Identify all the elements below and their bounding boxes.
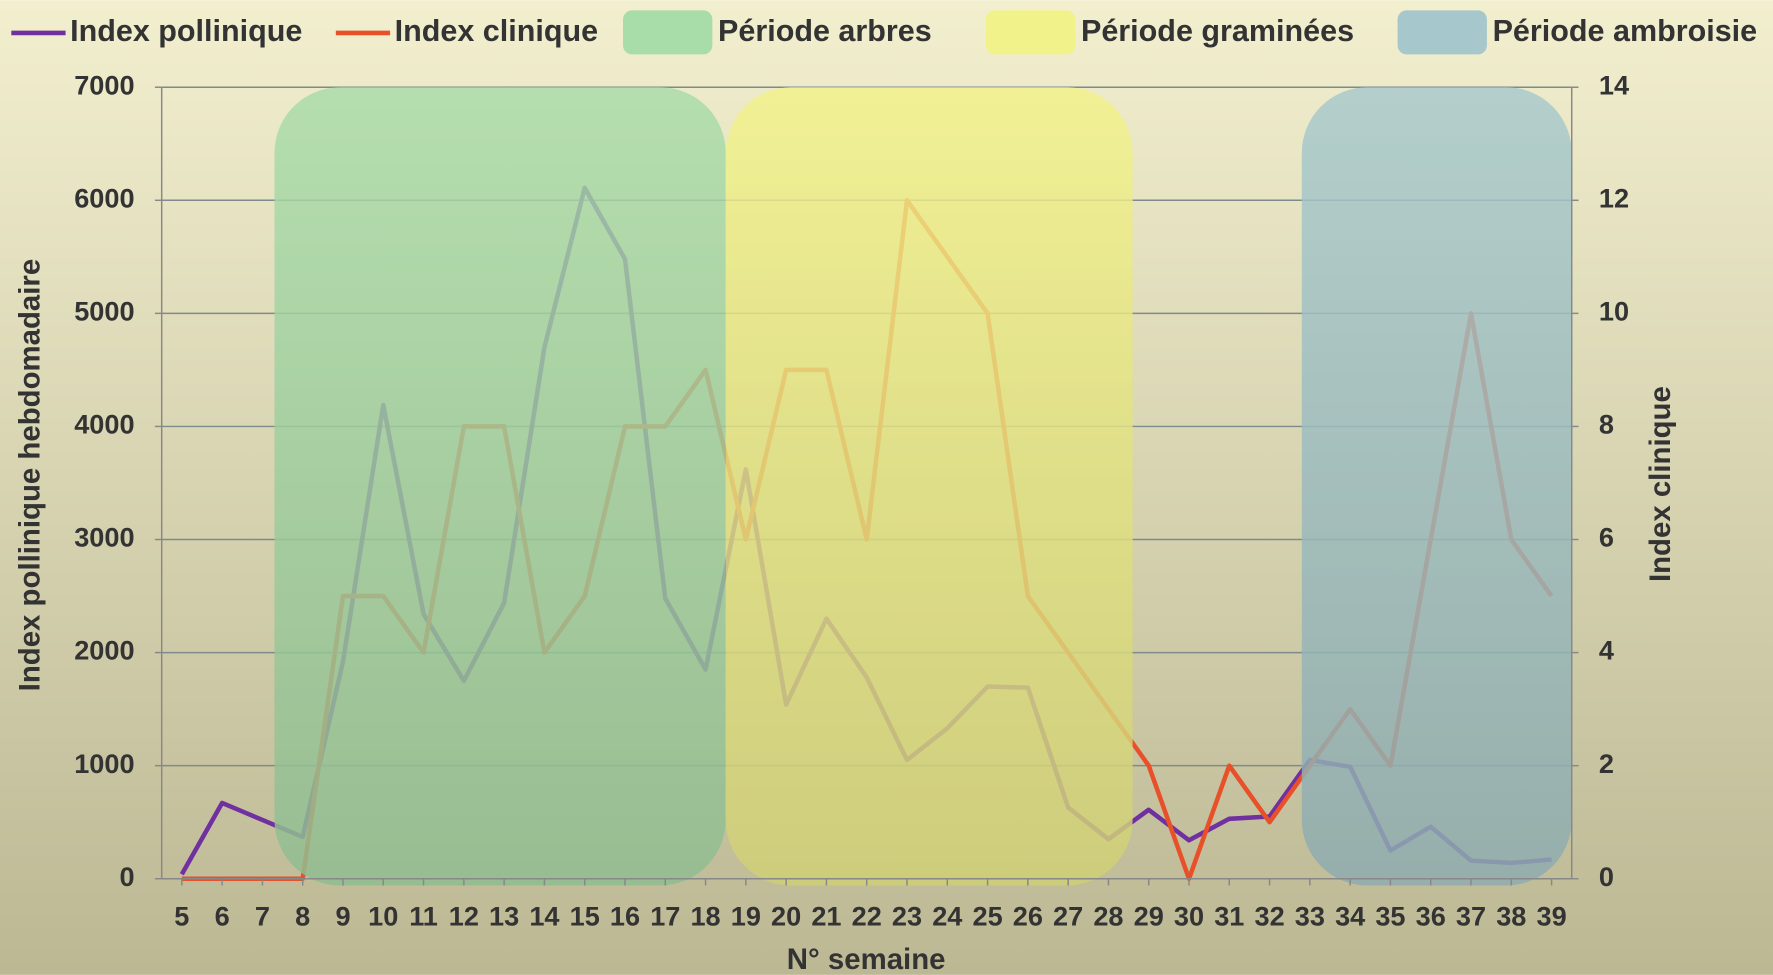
period-band-shade	[725, 87, 1133, 886]
x-tick-label: 17	[650, 900, 680, 931]
x-tick-label: 7	[255, 900, 270, 931]
x-tick-label: 25	[972, 900, 1002, 931]
legend-label: Période ambroisie	[1493, 14, 1758, 48]
x-tick-label: 18	[690, 900, 720, 931]
legend-label: Index clinique	[395, 14, 598, 48]
y-tick-label: 2000	[74, 635, 134, 666]
x-tick-label: 12	[449, 900, 479, 931]
y2-tick-label: 2	[1599, 748, 1614, 779]
x-tick-label: 19	[731, 900, 761, 931]
x-tick-label: 35	[1375, 900, 1405, 931]
x-tick-label: 29	[1134, 900, 1164, 931]
y2-tick-label: 0	[1599, 861, 1614, 892]
y-tick-label: 1000	[74, 748, 134, 779]
x-tick-label: 30	[1174, 900, 1204, 931]
x-tick-label: 34	[1335, 900, 1365, 931]
x-tick-label: 14	[529, 900, 559, 931]
x-tick-label: 36	[1416, 900, 1446, 931]
x-tick-label: 24	[932, 900, 962, 931]
y-tick-label: 0	[119, 861, 134, 892]
y2-tick-label: 8	[1599, 409, 1614, 440]
y2-axis-title: Index clinique	[1644, 386, 1677, 582]
y2-tick-label: 4	[1599, 635, 1614, 666]
y-tick-label: 6000	[74, 182, 134, 213]
legend-swatch	[986, 10, 1076, 55]
x-tick-label: 23	[892, 900, 922, 931]
y2-tick-label: 12	[1599, 182, 1629, 213]
x-tick-label: 33	[1295, 900, 1325, 931]
x-tick-label: 6	[215, 900, 230, 931]
x-tick-label: 39	[1536, 900, 1566, 931]
y-tick-label: 5000	[74, 296, 134, 327]
x-tick-label: 5	[174, 900, 189, 931]
x-tick-label: 13	[489, 900, 519, 931]
x-tick-label: 10	[368, 900, 398, 931]
y-tick-label: 3000	[74, 522, 134, 553]
legend-swatch	[623, 10, 713, 55]
x-tick-label: 16	[610, 900, 640, 931]
x-tick-label: 22	[852, 900, 882, 931]
x-tick-label: 38	[1496, 900, 1526, 931]
legend-label: Index pollinique	[70, 14, 302, 48]
x-tick-label: 9	[335, 900, 350, 931]
y-axis-title: Index pollinique hebdomadaire	[13, 259, 46, 692]
legend-label: Période arbres	[718, 14, 932, 48]
y2-tick-label: 6	[1599, 522, 1614, 553]
x-tick-label: 21	[811, 900, 841, 931]
x-tick-label: 37	[1456, 900, 1486, 931]
y2-tick-label: 10	[1599, 296, 1629, 327]
x-tick-label: 28	[1093, 900, 1123, 931]
period-band-shade	[1301, 87, 1572, 886]
x-tick-label: 8	[295, 900, 310, 931]
x-tick-label: 26	[1013, 900, 1043, 931]
x-tick-label: 20	[771, 900, 801, 931]
period-band-shade	[274, 87, 726, 886]
x-tick-label: 11	[409, 900, 438, 931]
legend-swatch	[1397, 10, 1487, 55]
x-axis-title: N° semaine	[787, 943, 946, 975]
legend-label: Période graminées	[1081, 14, 1354, 48]
x-tick-label: 27	[1053, 900, 1083, 931]
x-tick-label: 32	[1254, 900, 1284, 931]
x-tick-label: 31	[1214, 900, 1244, 931]
y2-tick-label: 14	[1599, 69, 1629, 100]
y-tick-label: 4000	[74, 409, 134, 440]
y-tick-label: 7000	[74, 69, 134, 100]
x-tick-label: 15	[570, 900, 600, 931]
